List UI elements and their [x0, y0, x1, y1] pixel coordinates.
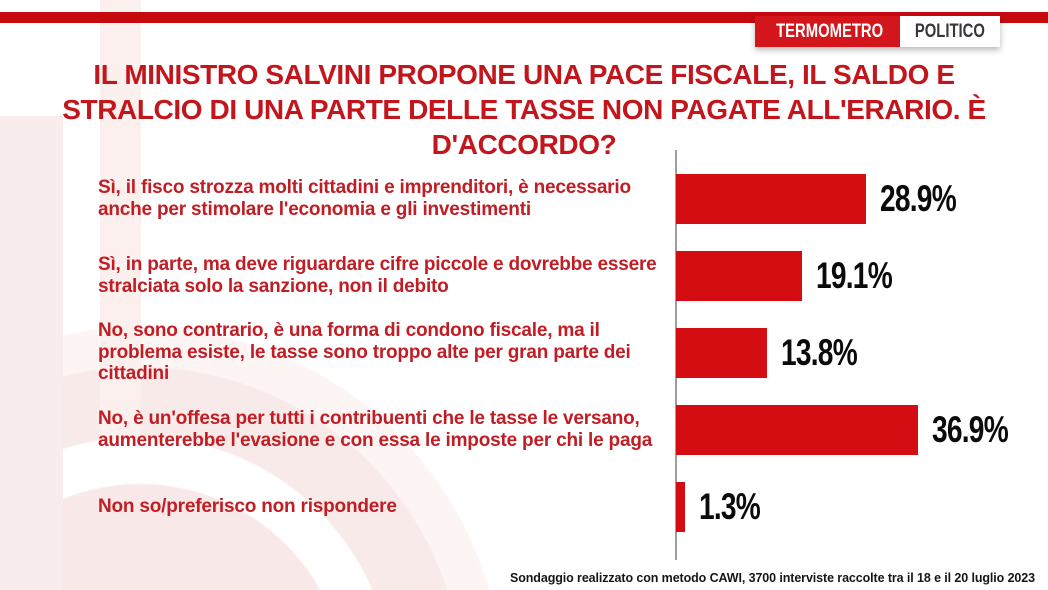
- answer-label: No, sono contrario, è una forma di condo…: [98, 320, 631, 385]
- answer-label: Sì, il fisco strozza molti cittadini e i…: [98, 177, 631, 220]
- bar-yes-partly: [676, 250, 802, 301]
- bar-chart: Sì, il fisco strozza molti cittadini e i…: [98, 160, 1048, 545]
- bar-no-offesa: [676, 404, 919, 455]
- value-label: 1.3%: [698, 485, 761, 527]
- value-label: 13.8%: [780, 331, 858, 373]
- bar-cell: 1.3%: [676, 481, 779, 532]
- logo-politico-segment: POLITICO: [900, 16, 1000, 47]
- bar-no-condono: [676, 327, 767, 378]
- value-label: 19.1%: [815, 254, 893, 296]
- bar-yes-strongly: [676, 173, 866, 224]
- answer-label: Non so/preferisco non rispondere: [98, 495, 397, 517]
- brand-top-bar: [0, 12, 1048, 23]
- title-line-1: IL MINISTRO SALVINI PROPONE UNA PACE FIS…: [93, 59, 955, 90]
- bar-non-so: [676, 481, 685, 532]
- termometro-politico-logo: TERMOMETRO POLITICO: [755, 16, 1000, 47]
- bar-cell: 13.8%: [676, 327, 881, 378]
- bar-cell: 36.9%: [676, 404, 1032, 455]
- value-label: 28.9%: [879, 177, 957, 219]
- logo-termometro-segment: TERMOMETRO: [755, 16, 901, 47]
- logo-termometro-text: TERMOMETRO: [776, 20, 884, 42]
- survey-method-note: Sondaggio realizzato con metodo CAWI, 37…: [506, 568, 1039, 588]
- chart-row: No, è un'offesa per tutti i contribuenti…: [98, 391, 1048, 468]
- answer-label: Sì, in parte, ma deve riguardare cifre p…: [98, 254, 657, 297]
- answer-label: No, è un'offesa per tutti i contribuenti…: [98, 408, 653, 451]
- value-label: 36.9%: [932, 408, 1009, 450]
- chart-row: Non so/preferisco non rispondere 1.3%: [98, 468, 1048, 545]
- chart-row: Sì, il fisco strozza molti cittadini e i…: [98, 160, 1048, 237]
- chart-row: No, sono contrario, è una forma di condo…: [98, 314, 1048, 391]
- chart-row: Sì, in parte, ma deve riguardare cifre p…: [98, 237, 1048, 314]
- poll-question-title: IL MINISTRO SALVINI PROPONE UNA PACE FIS…: [24, 57, 1024, 162]
- title-line-3: D'ACCORDO?: [431, 129, 617, 160]
- bar-cell: 19.1%: [676, 250, 915, 301]
- bar-cell: 28.9%: [676, 173, 980, 224]
- title-line-2: STRALCIO DI UNA PARTE DELLE TASSE NON PA…: [62, 94, 986, 125]
- watermark-left-band: [0, 116, 63, 590]
- logo-politico-text: POLITICO: [915, 20, 986, 42]
